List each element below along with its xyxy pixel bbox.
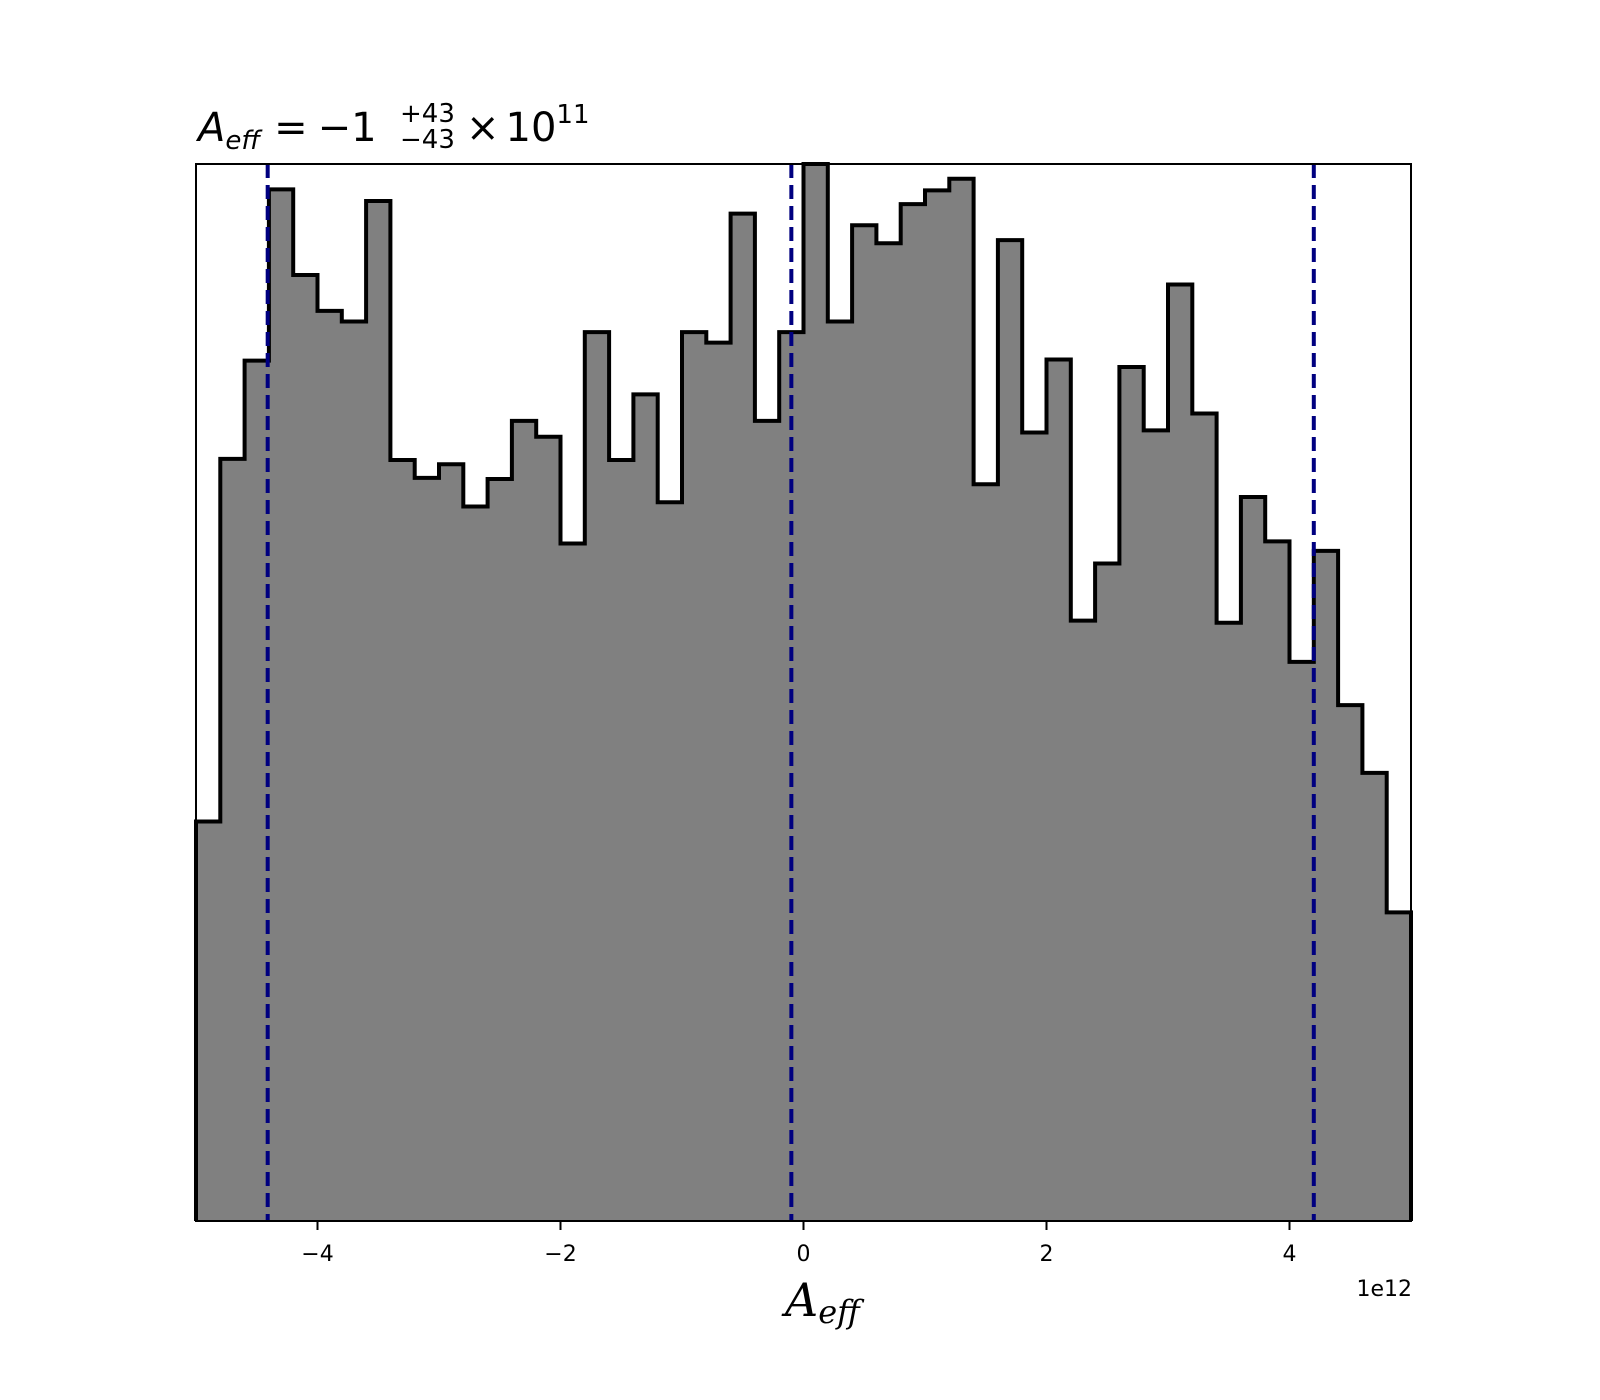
- histogram-bar: [1362, 772, 1388, 1221]
- x-tick-label: −4: [301, 1242, 333, 1267]
- histogram-bar: [730, 213, 756, 1221]
- histogram-bar: [390, 459, 416, 1222]
- histogram-bar: [536, 436, 562, 1221]
- quantile-lines: [265, 164, 1316, 1221]
- histogram-bar: [1168, 284, 1193, 1221]
- histogram-bar: [1216, 622, 1242, 1221]
- title-upper-error: +43: [400, 99, 455, 129]
- histogram-bar: [754, 420, 780, 1221]
- histogram-bar: [1240, 496, 1266, 1222]
- x-axis-label-symbol: A: [781, 1273, 818, 1327]
- histogram-bar: [1119, 366, 1145, 1222]
- histogram-bar: [900, 204, 926, 1221]
- histogram-bar: [803, 164, 829, 1221]
- histogram-bar: [439, 464, 464, 1221]
- x-tick-label: 4: [1283, 1242, 1297, 1267]
- histogram-bar: [706, 342, 732, 1221]
- title-symbol: A: [195, 105, 225, 151]
- histogram-bar: [268, 189, 294, 1221]
- histogram-bar: [487, 478, 513, 1222]
- title-equals: =: [274, 105, 308, 151]
- histogram-bar: [1313, 550, 1339, 1221]
- svg-text:Aeff=−1: Aeff = −1: [195, 105, 377, 156]
- x-axis-offset-label: 1e12: [1356, 1277, 1412, 1302]
- x-axis-ticks: −4 −2 0 2 4: [301, 1221, 1297, 1267]
- x-tick-label: 0: [797, 1242, 811, 1267]
- x-axis-label-subscript: eff: [818, 1293, 865, 1331]
- title-multiplier: ×: [466, 105, 500, 151]
- title-value: −1: [318, 105, 377, 151]
- histogram-outline: [194, 162, 1413, 1221]
- histogram-bar: [876, 243, 902, 1221]
- title-lower-error: −43: [400, 125, 455, 155]
- histogram-bar: [633, 394, 659, 1221]
- histogram-bar: [827, 321, 853, 1221]
- svg-text:×1011: × 1011: [466, 100, 590, 151]
- histogram-bar: [366, 200, 391, 1221]
- histogram-bar: [463, 506, 489, 1221]
- histogram-bar: [852, 225, 877, 1221]
- histogram-bar: [560, 543, 586, 1221]
- histogram-bar: [997, 240, 1023, 1221]
- x-tick-label: −2: [544, 1242, 576, 1267]
- histogram-bar: [293, 274, 319, 1221]
- histogram-bar: [244, 360, 270, 1221]
- title-power-base: 10: [506, 105, 557, 151]
- histogram-bar: [973, 484, 999, 1221]
- histogram-bar: [196, 821, 221, 1221]
- histogram-bar: [1338, 705, 1363, 1221]
- x-tick-label: 2: [1040, 1242, 1054, 1267]
- histogram-bar: [220, 458, 246, 1221]
- histogram-bar: [1095, 563, 1120, 1221]
- chart-title: Aeff = −1 +43 −43 × 1011: [195, 99, 590, 156]
- histogram-bar: [1386, 912, 1412, 1221]
- plot-area: [194, 162, 1413, 1222]
- title-symbol-subscript: eff: [225, 126, 263, 156]
- histogram-bar: [1143, 430, 1169, 1221]
- histogram-bar: [925, 190, 950, 1221]
- x-axis-label: Aeff: [781, 1273, 865, 1331]
- histogram-bar: [1022, 432, 1048, 1221]
- histogram-bar: [414, 477, 440, 1222]
- histogram-bar: [949, 178, 975, 1222]
- histogram-bar: [1289, 661, 1315, 1221]
- histogram-bar: [341, 321, 367, 1221]
- histogram-bar: [317, 310, 343, 1222]
- title-exponent: 11: [556, 100, 589, 130]
- histogram-bar: [1192, 413, 1218, 1221]
- histogram-bar: [682, 332, 707, 1221]
- histogram-bar: [511, 420, 537, 1221]
- histogram-bar: [609, 459, 634, 1222]
- histogram-bar: [657, 502, 683, 1221]
- histogram-bar: [1046, 359, 1072, 1221]
- histogram-bar: [584, 332, 610, 1221]
- histogram-bar: [1265, 541, 1291, 1221]
- histogram-bar: [1070, 620, 1096, 1221]
